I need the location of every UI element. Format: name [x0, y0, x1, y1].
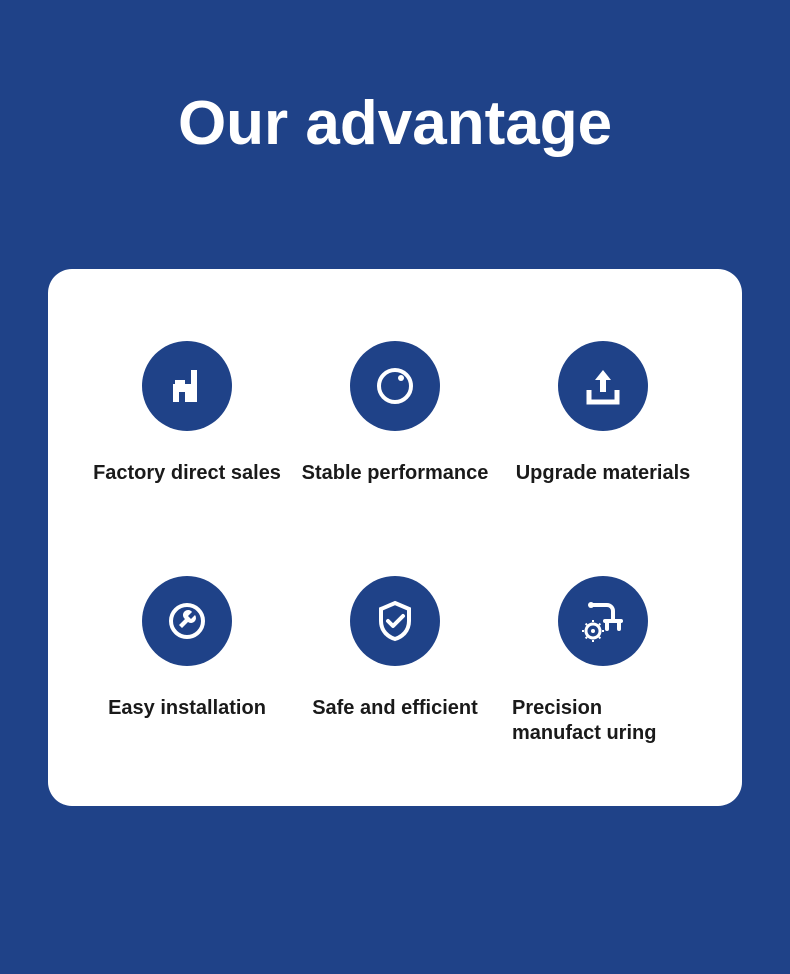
shield-icon: [350, 576, 440, 666]
advantages-grid: Factory direct sales Stable performance …: [88, 341, 702, 746]
advantage-label: Safe and efficient: [296, 696, 494, 721]
factory-icon: [142, 341, 232, 431]
advantage-item: Safe and efficient: [296, 576, 494, 746]
page-title: Our advantage: [0, 0, 790, 159]
gauge-icon: [350, 341, 440, 431]
advantage-label: Factory direct sales: [88, 461, 286, 486]
advantages-card: Factory direct sales Stable performance …: [48, 269, 742, 806]
advantage-item: Precision manufact uring: [504, 576, 702, 746]
wrench-icon: [142, 576, 232, 666]
robotarm-icon: [558, 576, 648, 666]
advantage-item: Stable performance: [296, 341, 494, 486]
advantage-item: Easy installation: [88, 576, 286, 746]
advantage-label: Upgrade materials: [504, 461, 702, 486]
advantage-label: Stable performance: [296, 461, 494, 486]
advantage-label: Precision manufact uring: [504, 696, 702, 746]
advantage-item: Upgrade materials: [504, 341, 702, 486]
advantage-label: Easy installation: [88, 696, 286, 721]
advantage-item: Factory direct sales: [88, 341, 286, 486]
upload-icon: [558, 341, 648, 431]
